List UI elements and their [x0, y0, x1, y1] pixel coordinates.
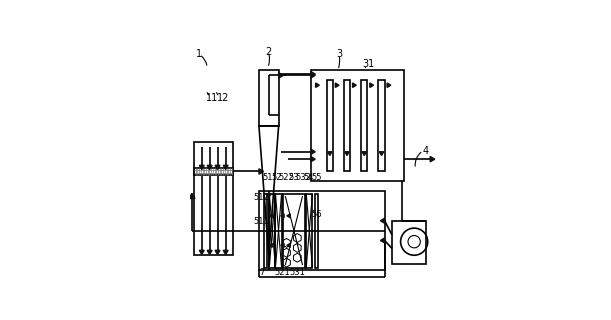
Bar — [306, 194, 312, 268]
Text: 2: 2 — [265, 47, 271, 57]
Bar — [361, 80, 367, 172]
Polygon shape — [353, 83, 356, 87]
Text: 531: 531 — [290, 268, 306, 277]
Polygon shape — [379, 152, 384, 156]
Text: 52: 52 — [271, 173, 282, 182]
Text: 54: 54 — [303, 173, 314, 182]
Text: 3: 3 — [337, 49, 343, 60]
Polygon shape — [310, 71, 315, 77]
Text: 7: 7 — [259, 268, 265, 277]
Polygon shape — [310, 149, 315, 155]
Bar — [315, 194, 318, 268]
Bar — [310, 70, 404, 181]
Text: 31: 31 — [362, 59, 375, 69]
Polygon shape — [259, 169, 263, 174]
Polygon shape — [381, 218, 384, 223]
Polygon shape — [223, 165, 228, 170]
Bar — [276, 194, 282, 268]
Polygon shape — [381, 238, 384, 243]
Polygon shape — [287, 214, 290, 218]
Text: 512: 512 — [254, 193, 269, 202]
Text: 12: 12 — [216, 92, 229, 102]
Polygon shape — [310, 73, 315, 78]
Text: 4: 4 — [423, 146, 429, 156]
Polygon shape — [215, 165, 220, 170]
Polygon shape — [279, 73, 284, 78]
Text: 55: 55 — [311, 173, 321, 182]
Bar — [378, 80, 384, 172]
Text: 521: 521 — [274, 268, 290, 277]
Polygon shape — [215, 250, 220, 254]
Polygon shape — [345, 152, 349, 156]
Polygon shape — [269, 214, 273, 218]
Text: 522: 522 — [278, 173, 294, 182]
Polygon shape — [199, 250, 204, 254]
Polygon shape — [310, 156, 315, 162]
Polygon shape — [223, 250, 228, 254]
Polygon shape — [280, 214, 284, 218]
Polygon shape — [266, 194, 271, 198]
Polygon shape — [207, 250, 212, 254]
Polygon shape — [287, 244, 290, 247]
Polygon shape — [370, 83, 373, 87]
Text: 51: 51 — [263, 173, 273, 182]
Text: 532: 532 — [295, 173, 311, 182]
Text: 53: 53 — [288, 173, 299, 182]
Polygon shape — [199, 165, 204, 170]
Polygon shape — [327, 152, 332, 156]
Text: 511: 511 — [254, 218, 269, 227]
Bar — [194, 168, 233, 175]
Polygon shape — [316, 83, 320, 87]
Bar — [344, 80, 350, 172]
Polygon shape — [387, 83, 391, 87]
Polygon shape — [430, 156, 435, 162]
Text: 11: 11 — [206, 92, 218, 102]
Bar — [259, 70, 279, 126]
Text: 56: 56 — [311, 210, 322, 219]
Bar — [269, 194, 276, 268]
Bar — [283, 194, 305, 268]
Text: 1: 1 — [196, 49, 202, 60]
Bar — [194, 142, 233, 255]
Polygon shape — [280, 244, 284, 247]
Bar — [259, 191, 384, 270]
Bar — [392, 221, 426, 264]
Polygon shape — [335, 83, 339, 87]
Polygon shape — [207, 165, 212, 170]
Bar — [264, 194, 267, 268]
Polygon shape — [269, 244, 273, 247]
Bar — [327, 80, 333, 172]
Polygon shape — [362, 152, 367, 156]
Polygon shape — [189, 193, 195, 198]
